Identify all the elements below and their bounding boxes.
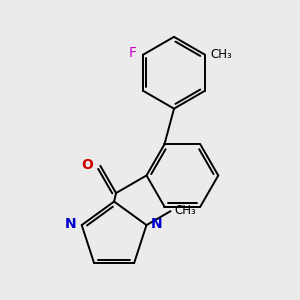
Text: N: N [150, 217, 162, 231]
Text: N: N [64, 217, 76, 231]
Text: CH₃: CH₃ [174, 204, 196, 217]
Text: CH₃: CH₃ [210, 48, 232, 61]
Text: F: F [129, 46, 137, 60]
Text: O: O [82, 158, 94, 172]
